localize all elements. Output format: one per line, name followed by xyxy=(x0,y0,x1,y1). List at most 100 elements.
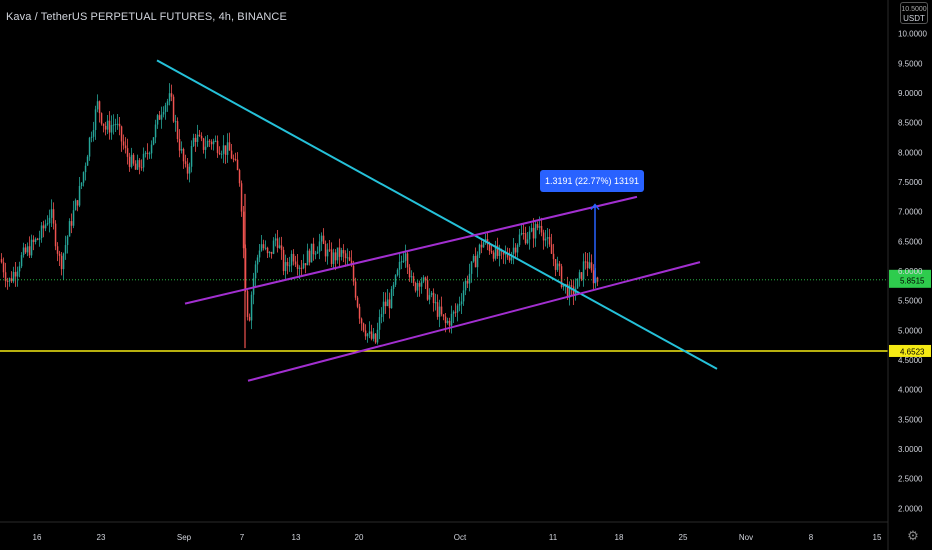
candle-body xyxy=(408,267,411,278)
candle-body xyxy=(386,299,389,307)
candle-body xyxy=(504,253,507,255)
candle-body xyxy=(512,247,515,254)
candle-body xyxy=(194,137,197,142)
candle-body xyxy=(590,262,593,271)
candle-body xyxy=(122,141,125,146)
candle-body xyxy=(412,276,415,283)
candle-body xyxy=(518,234,521,245)
candle-body xyxy=(382,301,385,315)
candle-body xyxy=(542,232,545,241)
x-tick-label: 7 xyxy=(240,533,245,542)
price-axis: 2.0000 2.5000 3.0000 3.5000 4.0000 4.5000 5.00… xyxy=(887,0,927,550)
candle-body xyxy=(6,280,9,282)
candle-body xyxy=(224,145,227,155)
candle-body xyxy=(432,292,435,304)
candle-body xyxy=(530,227,533,232)
candle-body xyxy=(356,297,359,307)
candle-body xyxy=(536,224,539,228)
y-tick-label: 10.0000 xyxy=(898,30,927,39)
candle-body xyxy=(326,249,329,257)
candle-body xyxy=(436,302,439,317)
candle-body xyxy=(104,125,107,130)
candle-body xyxy=(26,246,29,253)
measure-arrowhead xyxy=(590,203,600,211)
candle-body xyxy=(182,148,185,162)
candle-body xyxy=(348,257,351,261)
candle-body xyxy=(10,278,13,282)
candle-body xyxy=(254,264,257,279)
y-tick-label: 3.5000 xyxy=(898,415,923,424)
candle-body xyxy=(20,255,23,267)
candle-body xyxy=(372,333,375,339)
candle-body xyxy=(180,148,183,151)
candle-body xyxy=(336,247,339,261)
candle-body xyxy=(128,156,131,167)
candle-body xyxy=(384,301,387,307)
candle-body xyxy=(268,251,271,254)
currency-badge[interactable]: 10.5000 USDT xyxy=(900,2,928,24)
candle-body xyxy=(446,320,449,324)
candle-body xyxy=(506,253,509,258)
candle-body xyxy=(318,241,321,252)
candle-body xyxy=(232,158,235,160)
candle-body xyxy=(4,272,7,281)
candle-body xyxy=(238,170,241,184)
candle-body xyxy=(298,267,301,269)
candle-body xyxy=(340,250,343,257)
candle-body xyxy=(322,235,325,244)
candle-body xyxy=(136,160,139,170)
x-tick-label: 15 xyxy=(873,533,882,542)
candle-body xyxy=(230,150,233,159)
y-tick-label: 6.5000 xyxy=(898,237,923,246)
candle-body xyxy=(346,257,349,259)
candle-body xyxy=(202,138,205,150)
candle-body xyxy=(18,266,21,272)
candle-body xyxy=(358,306,361,319)
candle-body xyxy=(392,284,395,289)
candle-body xyxy=(160,114,163,120)
candle-body xyxy=(494,245,497,259)
candle-body xyxy=(164,105,167,112)
candle-body xyxy=(302,263,305,269)
gear-icon[interactable]: ⚙ xyxy=(907,528,919,543)
candle-body xyxy=(454,311,457,313)
candle-body xyxy=(562,284,565,288)
candle-body xyxy=(478,244,481,255)
candle-body xyxy=(76,200,79,206)
candle-body xyxy=(576,278,579,289)
candle-body xyxy=(492,252,495,259)
candle-body xyxy=(548,237,551,245)
candle-body xyxy=(240,183,243,212)
candle-body xyxy=(256,257,259,265)
candle-body xyxy=(566,284,569,298)
y-tick-label: 9.0000 xyxy=(898,89,923,98)
candle-body xyxy=(308,250,311,263)
candle-body xyxy=(438,306,441,317)
candle-body xyxy=(106,120,109,130)
candle-body xyxy=(450,313,453,326)
candle-body xyxy=(466,280,469,284)
candle-body xyxy=(274,238,277,241)
candle-body xyxy=(170,93,173,97)
candle-body xyxy=(130,154,133,167)
candle-body xyxy=(146,152,149,154)
candle-body xyxy=(192,137,195,147)
candle-body xyxy=(510,253,513,261)
candle-body xyxy=(80,182,83,186)
candle-body xyxy=(524,233,527,244)
candles xyxy=(0,83,599,349)
candle-body xyxy=(294,261,297,265)
candle-body xyxy=(114,124,117,126)
candle-body xyxy=(310,243,313,263)
candle-body xyxy=(296,264,299,269)
candle-body xyxy=(474,255,477,268)
candle-body xyxy=(12,271,15,282)
candle-body xyxy=(482,242,485,248)
candle-body xyxy=(410,276,413,278)
candle-body xyxy=(48,217,51,224)
candle-body xyxy=(304,263,307,266)
candle-body xyxy=(74,200,77,211)
candle-body xyxy=(116,123,119,125)
candle-body xyxy=(592,270,595,284)
